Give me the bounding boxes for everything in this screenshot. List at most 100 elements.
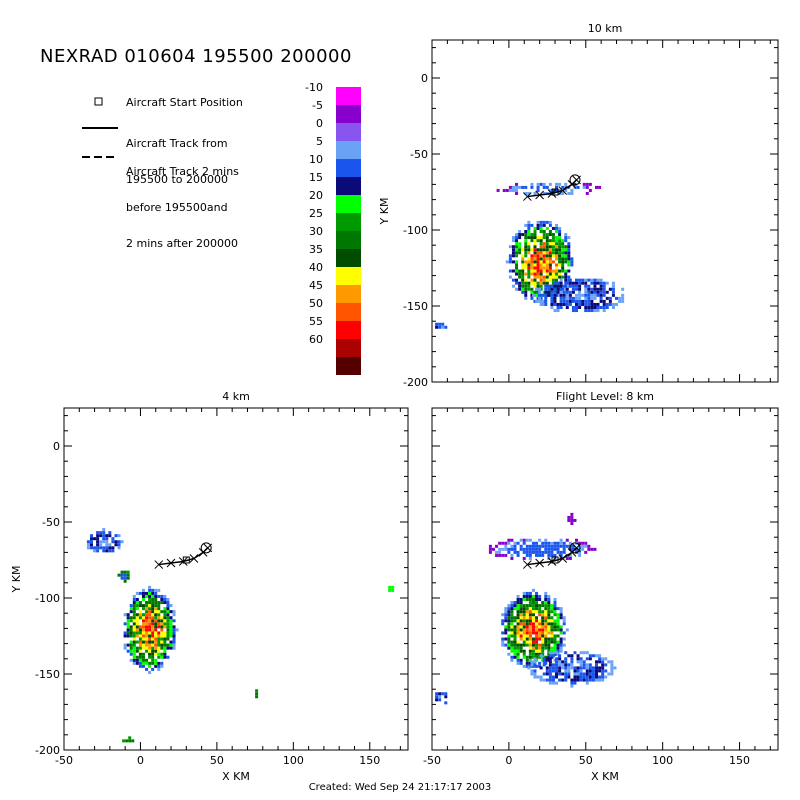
track-marker	[154, 560, 164, 569]
colorbar-label: 25	[309, 207, 323, 220]
colorbar-swatch	[336, 267, 361, 285]
start-square-icon	[94, 97, 103, 106]
y-tick-label: -150	[403, 300, 428, 313]
x-tick-label: 150	[359, 754, 380, 767]
y-axis-label: Y KM	[378, 198, 391, 226]
legend-track-line-1: Aircraft Track from	[126, 137, 228, 150]
track-marker	[535, 190, 544, 200]
colorbar-swatch	[336, 177, 361, 195]
colorbar-label: 55	[309, 315, 323, 328]
track-marker	[522, 192, 532, 201]
track-marker	[535, 558, 544, 568]
track-marker	[189, 554, 199, 563]
track-end-icon	[569, 542, 581, 554]
colorbar-swatch	[336, 231, 361, 249]
start-square-icon	[182, 556, 190, 564]
colorbar-label: 35	[309, 243, 323, 256]
colorbar-swatch	[336, 87, 361, 105]
y-tick-label: -100	[35, 592, 60, 605]
colorbar-swatch	[336, 249, 361, 267]
x-tick-label: -50	[423, 754, 441, 767]
track-marker	[558, 186, 568, 195]
reflectivity-field	[117, 570, 130, 583]
reflectivity-field	[567, 512, 577, 525]
x-tick-label: 0	[137, 754, 144, 767]
aircraft-track	[154, 542, 213, 569]
panel-frame	[431, 39, 779, 383]
y-axis-label: Y KM	[10, 566, 23, 594]
reflectivity-field	[527, 651, 617, 688]
colorbar-label: 50	[309, 297, 323, 310]
legend-track-line-2: 195500 to 200000	[126, 173, 229, 186]
panel-title: 4 km	[222, 390, 250, 403]
legend-start-label: Aircraft Start Position	[126, 96, 243, 109]
colorbar-swatch	[336, 159, 361, 177]
reflectivity-field	[388, 585, 395, 592]
colorbar-label: 40	[309, 261, 323, 274]
colorbar-swatch	[336, 141, 361, 159]
reflectivity-field	[255, 689, 259, 699]
legend-track2-line-1: Aircraft Track 2 mins	[126, 165, 239, 178]
y-tick-label: -200	[403, 376, 428, 389]
colorbar-label: -10	[305, 81, 323, 94]
reflectivity-field	[488, 538, 597, 560]
colorbar-label: 20	[309, 189, 323, 202]
aircraft-track	[522, 174, 581, 201]
legend-track2-line-3: 2 mins after 200000	[126, 237, 238, 250]
x-tick-label: 100	[283, 754, 304, 767]
start-square-icon	[551, 188, 559, 196]
colorbar-swatch	[336, 105, 361, 123]
y-tick-label: -150	[35, 668, 60, 681]
legend-track-label: Aircraft Track from 195500 to 200000	[126, 114, 228, 198]
colorbar-label: 30	[309, 225, 323, 238]
y-tick-label: -50	[42, 516, 60, 529]
colorbar-label: -5	[312, 99, 323, 112]
colorbar-swatch	[336, 357, 361, 375]
x-tick-label: 150	[729, 754, 750, 767]
x-axis-label: X KM	[591, 770, 619, 783]
x-tick-label: 50	[210, 754, 224, 767]
colorbar-label: 5	[316, 135, 323, 148]
reflectivity-field	[122, 736, 135, 743]
colorbar-swatch	[336, 195, 361, 213]
reflectivity-field	[501, 588, 569, 668]
colorbar-label: 10	[309, 153, 323, 166]
track-end-icon	[569, 174, 581, 186]
track-marker	[522, 560, 532, 569]
colorbar-swatch	[336, 303, 361, 321]
start-square-icon	[551, 556, 559, 564]
colorbar-label: 45	[309, 279, 323, 292]
x-tick-label: 100	[652, 754, 673, 767]
colorbar-swatch	[336, 213, 361, 231]
colorbar-label: 60	[309, 333, 323, 346]
y-tick-label: -200	[35, 744, 60, 757]
y-tick-label: -100	[403, 224, 428, 237]
x-axis-label: X KM	[222, 770, 250, 783]
colorbar-swatch	[336, 123, 361, 141]
reflectivity-field	[86, 528, 124, 553]
y-tick-label: -50	[410, 148, 428, 161]
panel-title: Flight Level: 8 km	[556, 390, 654, 403]
footer-created: Created: Wed Sep 24 21:17:17 2003	[308, 782, 492, 793]
track-marker	[558, 554, 568, 563]
colorbar-swatch	[336, 321, 361, 339]
panel-title: 10 km	[588, 22, 623, 35]
track-end-icon	[200, 542, 212, 554]
colorbar-swatch	[336, 285, 361, 303]
y-tick-label: 0	[421, 72, 428, 85]
reflectivity-field	[505, 220, 574, 306]
figure-title: NEXRAD 010604 195500 200000	[40, 46, 352, 67]
reflectivity-field	[123, 585, 179, 674]
colorbar-swatch	[336, 339, 361, 357]
colorbar-label: 0	[316, 117, 323, 130]
aircraft-track	[522, 542, 581, 569]
y-tick-label: 0	[53, 440, 60, 453]
legend-track2-line-2: before 195500and	[126, 201, 228, 214]
track-marker	[166, 558, 176, 568]
reflectivity-field	[531, 278, 625, 313]
panel-frame	[431, 407, 779, 751]
panel-frame	[63, 407, 409, 751]
reflectivity-field	[435, 692, 448, 705]
colorbar-label: 15	[309, 171, 323, 184]
